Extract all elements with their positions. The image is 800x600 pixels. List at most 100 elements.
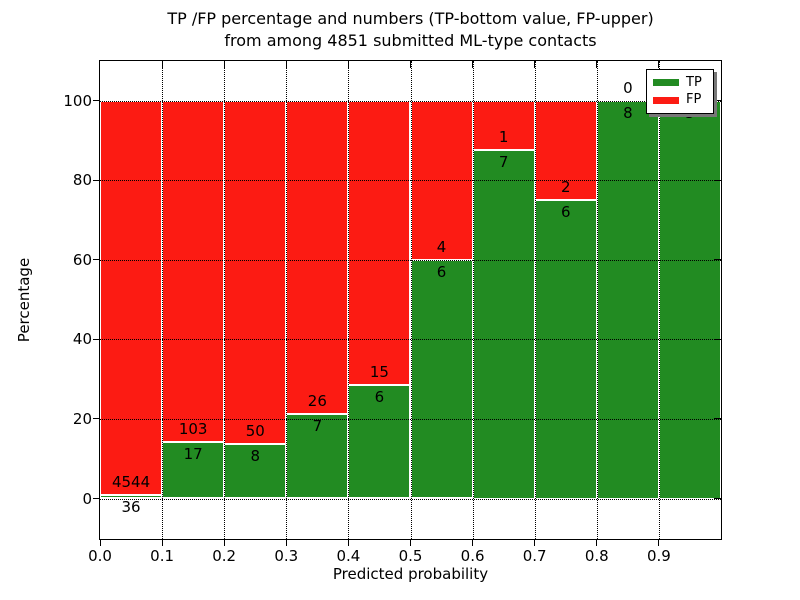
y-tick-right-60 bbox=[714, 259, 721, 261]
tp-color-swatch bbox=[653, 79, 679, 87]
y-tick-right-80 bbox=[714, 179, 721, 181]
y-tick-label-60: 60 bbox=[72, 250, 92, 269]
figure-title-line2: from among 4851 submitted ML-type contac… bbox=[224, 31, 597, 50]
bar-fp-segment-0.3-0.4 bbox=[286, 100, 349, 415]
x-axis-label: Predicted probability bbox=[332, 565, 489, 583]
x-tick-top-0.4 bbox=[347, 61, 349, 68]
tp-count-label-0.6-0.7: 7 bbox=[498, 153, 509, 172]
bar-tp-segment-0.2-0.3 bbox=[224, 443, 287, 499]
gridline-y-80 bbox=[100, 180, 721, 182]
x-tick-top-0.9 bbox=[658, 61, 660, 68]
y-tick-left-0 bbox=[93, 498, 100, 499]
x-tick-top-0.7 bbox=[534, 61, 536, 68]
gridline-y-60 bbox=[100, 259, 721, 261]
gridline-x-0.5 bbox=[410, 61, 412, 539]
fp-count-label-0.8-0.9: 0 bbox=[623, 78, 633, 97]
x-tick-top-0.5 bbox=[410, 61, 411, 68]
x-tick-label-0.0: 0.0 bbox=[88, 547, 112, 565]
x-tick-label-0.3: 0.3 bbox=[274, 547, 299, 565]
legend: TP FP bbox=[646, 69, 714, 114]
y-tick-left-40 bbox=[93, 338, 100, 340]
y-tick-right-20 bbox=[714, 418, 721, 420]
legend-tp-label: TP bbox=[686, 74, 702, 90]
y-tick-label-40: 40 bbox=[72, 330, 92, 349]
y-tick-label-0: 0 bbox=[82, 489, 92, 508]
x-tick-top-0.3 bbox=[285, 61, 287, 68]
gridline-x-0.4 bbox=[348, 61, 350, 539]
bar-fp-segment-0.7-0.8 bbox=[534, 100, 597, 200]
y-tick-label-20: 20 bbox=[72, 409, 92, 428]
fp-count-label-0.5-0.6: 4 bbox=[436, 237, 447, 256]
x-tick-bottom-0.6 bbox=[472, 539, 474, 546]
x-tick-bottom-0.5 bbox=[410, 539, 411, 546]
legend-item-fp: FP bbox=[653, 93, 707, 107]
bar-tp-segment-0.9-1.0 bbox=[658, 100, 721, 499]
tp-count-label-0.7-0.8: 6 bbox=[560, 203, 571, 221]
x-tick-top-0.8 bbox=[596, 61, 598, 68]
bar-tp-segment-0.5-0.6 bbox=[410, 259, 473, 499]
gridline-y-0 bbox=[100, 498, 721, 500]
figure-title: TP /FP percentage and numbers (TP-bottom… bbox=[99, 8, 722, 52]
fp-count-label-0.6-0.7: 1 bbox=[498, 128, 509, 147]
x-tick-top-0.2 bbox=[223, 61, 225, 68]
fp-count-label-0.3-0.4: 26 bbox=[307, 392, 327, 411]
x-tick-top-0.1 bbox=[161, 61, 163, 68]
tp-count-label-0.2-0.3: 8 bbox=[250, 446, 261, 465]
gridline-x-0.8 bbox=[596, 61, 598, 539]
y-axis-label: Percentage bbox=[15, 257, 33, 343]
gridline-x-0.7 bbox=[534, 61, 536, 539]
x-tick-bottom-0.8 bbox=[596, 539, 598, 546]
gridline-x-0.2 bbox=[224, 61, 226, 539]
x-tick-bottom-0.4 bbox=[347, 539, 349, 546]
y-tick-right-100 bbox=[714, 100, 721, 101]
gridline-x-0.1 bbox=[162, 61, 164, 539]
bar-tp-segment-0.8-0.9 bbox=[596, 100, 659, 499]
y-tick-left-60 bbox=[93, 259, 100, 261]
bar-tp-segment-0.0-0.1 bbox=[100, 495, 163, 499]
gridline-x-0.9 bbox=[658, 61, 660, 539]
figure-title-line1: TP /FP percentage and numbers (TP-bottom… bbox=[167, 9, 654, 28]
plot-area: 4544361031750826715646172608050.00.10.20… bbox=[63, 60, 722, 565]
x-tick-bottom-0.3 bbox=[285, 539, 287, 546]
fp-count-label-0.0-0.1: 4544 bbox=[111, 473, 151, 492]
tp-count-label-0.4-0.5: 6 bbox=[374, 387, 385, 406]
tp-count-label-0.3-0.4: 7 bbox=[312, 417, 323, 436]
y-tick-left-20 bbox=[93, 418, 100, 420]
bar-tp-segment-0.3-0.4 bbox=[286, 414, 349, 499]
fp-count-label-0.1-0.2: 103 bbox=[178, 420, 208, 439]
bar-fp-segment-0.2-0.3 bbox=[224, 100, 287, 444]
gridline-y-100 bbox=[100, 100, 721, 102]
bar-fp-segment-0.0-0.1 bbox=[100, 100, 163, 496]
x-tick-label-0.5: 0.5 bbox=[398, 547, 423, 565]
x-tick-bottom-0.7 bbox=[534, 539, 536, 546]
fp-count-label-0.2-0.3: 50 bbox=[245, 421, 265, 440]
bar-fp-segment-0.1-0.2 bbox=[162, 100, 225, 443]
x-tick-label-0.4: 0.4 bbox=[336, 547, 361, 565]
x-tick-label-0.6: 0.6 bbox=[460, 547, 485, 565]
y-tick-right-40 bbox=[714, 338, 721, 340]
x-tick-label-0.9: 0.9 bbox=[646, 547, 671, 565]
x-tick-top-0.6 bbox=[472, 61, 474, 68]
tp-count-label-0.0-0.1: 36 bbox=[121, 498, 141, 517]
x-tick-label-0.8: 0.8 bbox=[584, 547, 609, 565]
tp-count-label-0.5-0.6: 6 bbox=[436, 262, 447, 281]
x-tick-bottom-0.0 bbox=[99, 539, 101, 546]
x-tick-label-0.7: 0.7 bbox=[522, 547, 547, 565]
legend-item-tp: TP bbox=[653, 74, 707, 90]
y-tick-right-0 bbox=[714, 498, 721, 499]
bar-tp-segment-0.4-0.5 bbox=[348, 384, 411, 499]
x-tick-bottom-0.1 bbox=[161, 539, 163, 546]
y-tick-left-80 bbox=[93, 179, 100, 181]
gridline-x-0.6 bbox=[472, 61, 474, 539]
bar-tp-segment-0.7-0.8 bbox=[534, 200, 597, 499]
x-tick-label-0.1: 0.1 bbox=[150, 547, 175, 565]
x-tick-bottom-0.9 bbox=[658, 539, 660, 546]
y-tick-left-100 bbox=[93, 100, 100, 101]
fp-count-label-0.7-0.8: 2 bbox=[560, 178, 571, 196]
x-tick-bottom-0.2 bbox=[223, 539, 225, 546]
x-tick-label-0.2: 0.2 bbox=[212, 547, 237, 565]
fp-count-label-0.4-0.5: 15 bbox=[369, 362, 389, 381]
gridline-x-0.3 bbox=[286, 61, 288, 539]
fp-color-swatch bbox=[653, 96, 679, 104]
y-tick-label-80: 80 bbox=[72, 171, 92, 190]
